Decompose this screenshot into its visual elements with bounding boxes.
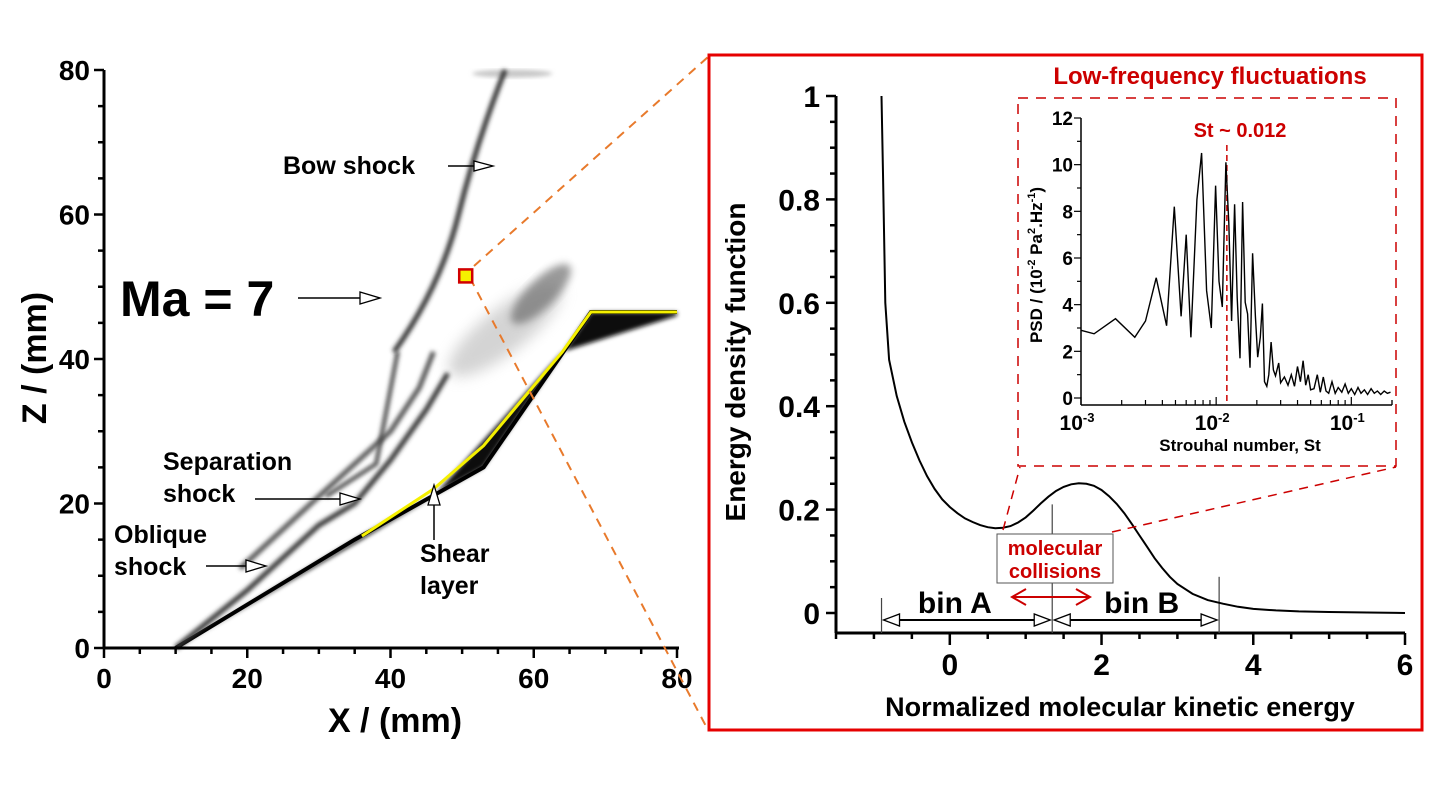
energy-density-ylabel: Energy density function — [720, 203, 751, 522]
bin-a-label: bin A — [918, 587, 992, 620]
upper-wake — [472, 69, 553, 78]
recirculation-core — [510, 264, 571, 324]
y-tick-label: 0 — [803, 598, 820, 631]
bin-a-arrow — [881, 613, 1053, 627]
y-tick-label: 4 — [1062, 296, 1073, 317]
mach-number-label: Ma = 7 — [120, 271, 274, 327]
y-tick-label: 12 — [1052, 109, 1073, 130]
y-tick-label: 2 — [1062, 342, 1073, 363]
separation-shock-label-line2: shock — [163, 480, 235, 508]
inset-title: Low-frequency fluctuations — [1053, 63, 1366, 90]
zoom-frame — [707, 53, 1424, 732]
probe-point-marker[interactable] — [457, 268, 474, 284]
flowfield-axes: 0 20 40 60 80 0 20 40 60 80 — [59, 55, 693, 694]
arrow-head-left — [1052, 613, 1071, 627]
y-tick-label: 0.4 — [778, 391, 820, 424]
y-tick-label: 6 — [1062, 249, 1073, 270]
collisions-double-arrow — [1009, 588, 1093, 606]
shear-layer-arrow — [427, 482, 441, 540]
y-tick-label: 1 — [803, 81, 820, 114]
oblique-shock — [174, 372, 450, 650]
flowfield-panel: 0 20 40 60 80 0 20 40 60 80 Z / (mm) X / (mm) Ma … — [16, 55, 709, 740]
bin-b-arrow — [1052, 613, 1219, 627]
oblique-shock-label-line1: Oblique — [114, 521, 207, 549]
arrow-head-left — [881, 613, 901, 627]
x-tick-label: 80 — [661, 663, 692, 694]
x-tick-label: 10-1 — [1330, 410, 1365, 435]
flowfield-xlabel: X / (mm) — [328, 702, 462, 740]
shear-layer-label-line1: Shear — [420, 540, 490, 568]
arrow-head-right — [1033, 613, 1053, 627]
y-tick-label: 80 — [59, 55, 90, 86]
x-tick-label: 20 — [232, 663, 263, 694]
shear-layer-label-line2: layer — [420, 572, 479, 600]
psd-curve — [1080, 152, 1391, 396]
x-tick-label: 2 — [1093, 649, 1110, 682]
separation-shock-arrow — [255, 492, 363, 506]
x-tick-label: 40 — [375, 663, 406, 694]
psd-axes: 0 2 4 6 8 10 12 10-3 10-2 10-1 — [1052, 109, 1393, 435]
energy-density-axes: 0 2 4 6 0 0.2 0.4 0.6 0.8 1 — [778, 81, 1413, 682]
inset-connector-left — [1002, 466, 1021, 531]
x-tick-label: 10-3 — [1060, 410, 1095, 435]
inset-connector-right — [1111, 466, 1397, 533]
energy-density-panel: 0 2 4 6 0 0.2 0.4 0.6 0.8 1 Energy density functi… — [720, 81, 1413, 722]
oblique-shock-arrow — [206, 559, 269, 573]
bow-shock — [392, 69, 508, 354]
flowfield-ylabel: Z / (mm) — [16, 292, 54, 424]
energy-density-curve — [880, 95, 1406, 614]
mach-arrow — [298, 291, 383, 305]
x-tick-label: 10-2 — [1195, 410, 1230, 435]
y-tick-label: 0 — [1062, 389, 1073, 410]
psd-ylabel: PSD / (10-2 Pa2.Hz-1) — [1026, 187, 1046, 343]
shear-layer-line — [361, 310, 677, 538]
st-reference-label: St ~ 0.012 — [1194, 120, 1287, 142]
x-tick-label: 4 — [1245, 649, 1262, 682]
bin-b-label: bin B — [1104, 587, 1179, 620]
shock-intersection — [324, 351, 400, 498]
arrow-head-right — [1200, 613, 1219, 627]
x-tick-label: 6 — [1397, 649, 1414, 682]
collisions-label-line2: collisions — [1009, 561, 1101, 583]
x-tick-label: 0 — [96, 663, 112, 694]
inset-frame — [1017, 97, 1397, 467]
bin-markers — [880, 504, 1220, 633]
y-tick-label: 0.2 — [778, 495, 820, 528]
y-tick-label: 20 — [59, 489, 90, 520]
x-tick-label: 60 — [518, 663, 549, 694]
x-tick-label: 0 — [941, 649, 958, 682]
bow-shock-label: Bow shock — [283, 152, 415, 180]
zoom-connector-top — [473, 56, 709, 267]
bow-shock-arrow — [448, 160, 496, 172]
y-tick-label: 0 — [74, 633, 90, 664]
collisions-label-line1: molecular — [1008, 538, 1103, 560]
oblique-shock-label-line2: shock — [114, 553, 186, 581]
psd-inset: Low-frequency fluctuations 0 2 4 6 8 10 12 10-3… — [1017, 63, 1397, 467]
separation-shock-label-line1: Separation — [163, 448, 292, 476]
y-tick-label: 0.8 — [778, 184, 820, 217]
y-tick-label: 40 — [59, 344, 90, 375]
y-tick-label: 0.6 — [778, 288, 820, 321]
schlieren-field — [174, 69, 677, 650]
collisions-box — [996, 533, 1114, 584]
y-tick-label: 60 — [59, 200, 90, 231]
y-tick-label: 8 — [1062, 202, 1073, 223]
energy-density-xlabel: Normalized molecular kinetic energy — [885, 692, 1355, 722]
zoom-connector-bottom — [469, 277, 709, 731]
y-tick-label: 10 — [1052, 156, 1073, 177]
psd-xlabel: Strouhal number, St — [1159, 436, 1321, 455]
separation-shock — [238, 350, 436, 571]
